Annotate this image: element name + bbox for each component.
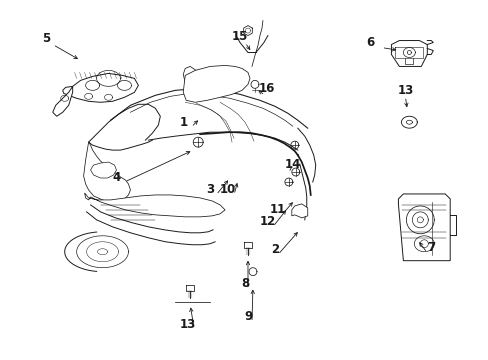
Text: 6: 6 [366, 36, 374, 49]
Polygon shape [90, 162, 116, 178]
Text: 15: 15 [231, 30, 248, 43]
Polygon shape [84, 193, 224, 217]
Polygon shape [398, 194, 449, 261]
Text: 1: 1 [180, 116, 188, 129]
Text: 12: 12 [259, 215, 275, 228]
Polygon shape [291, 204, 307, 218]
Polygon shape [183, 66, 249, 102]
Text: 8: 8 [241, 277, 248, 290]
Text: 10: 10 [220, 184, 236, 197]
Text: 13: 13 [396, 84, 413, 97]
Text: 9: 9 [244, 310, 253, 323]
Text: 14: 14 [284, 158, 301, 171]
Polygon shape [390, 41, 427, 67]
Polygon shape [53, 86, 73, 116]
Text: 4: 4 [112, 171, 121, 184]
Text: 16: 16 [258, 82, 275, 95]
Text: 11: 11 [269, 203, 285, 216]
Polygon shape [62, 73, 138, 102]
Text: 13: 13 [180, 318, 196, 331]
Polygon shape [83, 142, 130, 202]
Text: 5: 5 [41, 32, 50, 45]
Text: 2: 2 [270, 243, 278, 256]
Text: 3: 3 [205, 184, 214, 197]
Polygon shape [183, 67, 202, 98]
Text: 7: 7 [427, 241, 434, 254]
